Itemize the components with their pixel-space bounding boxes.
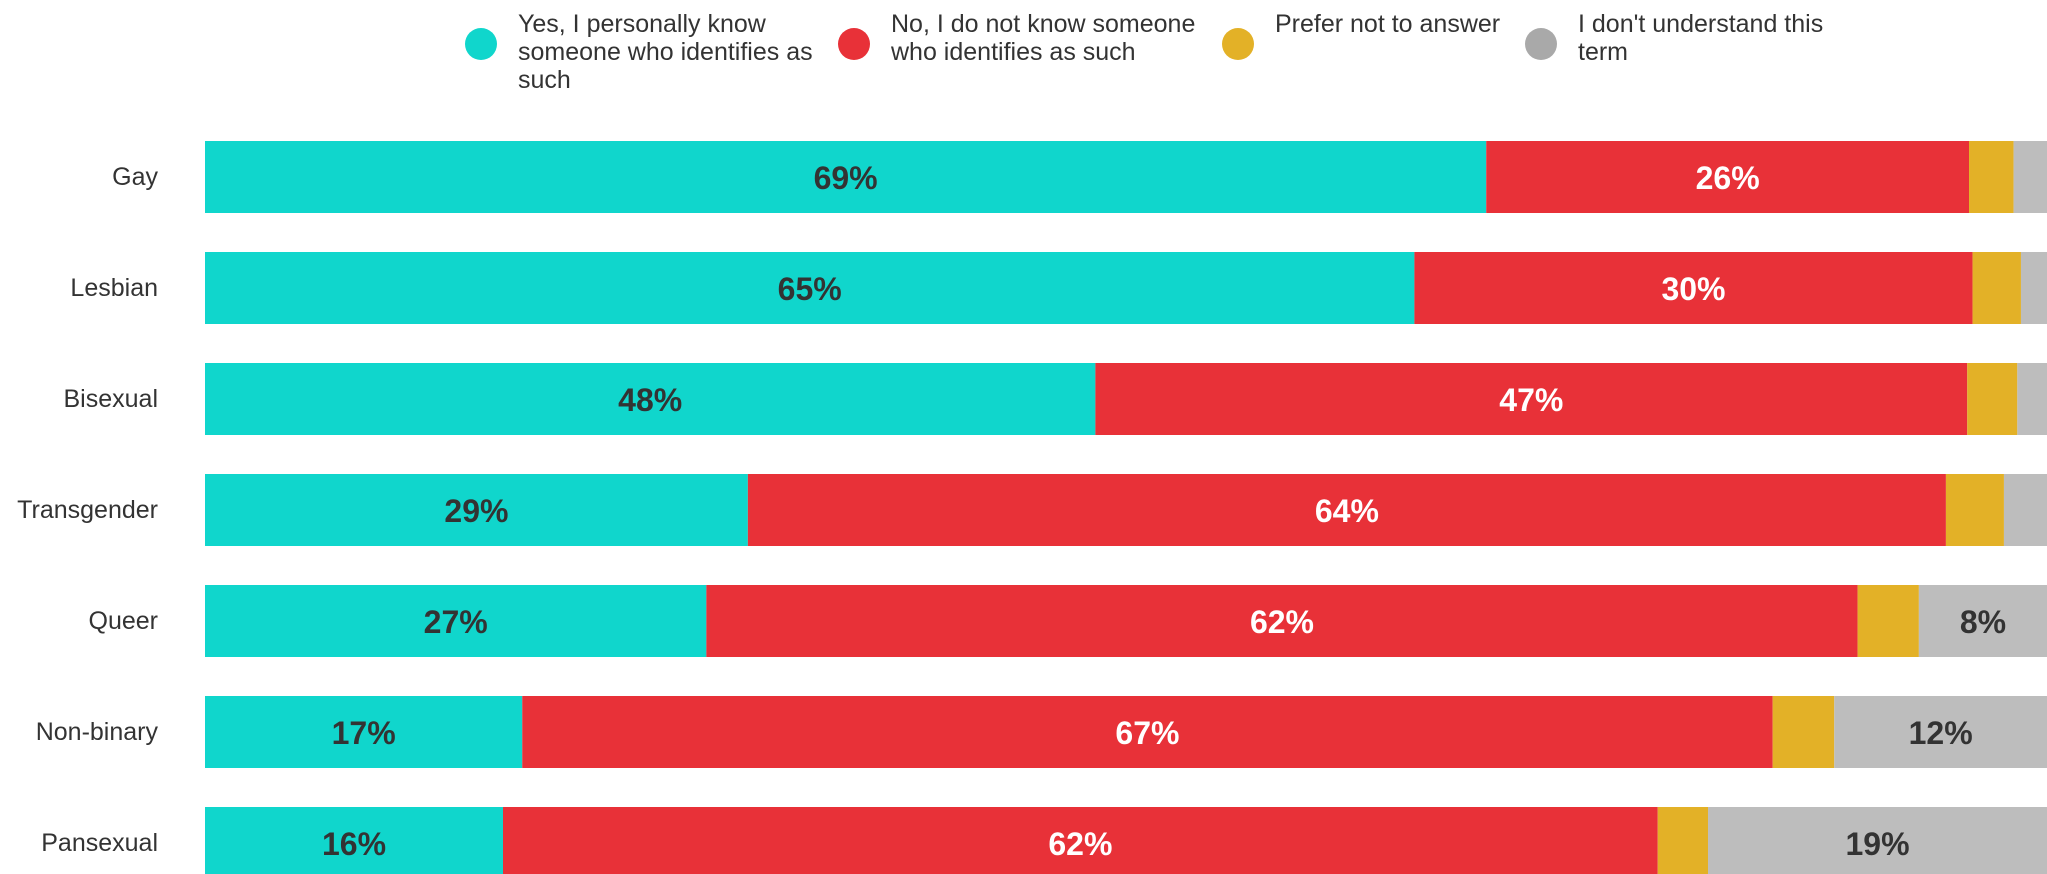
- bar-segment-transgender-prefer-not: [1945, 474, 2004, 546]
- category-label-gay: Gay: [112, 163, 158, 191]
- data-label-non-binary-no: 67%: [1115, 715, 1179, 751]
- category-label-non-binary: Non-binary: [36, 718, 159, 746]
- data-label-gay-no: 26%: [1696, 160, 1760, 196]
- data-label-bisexual-yes: 48%: [618, 382, 682, 418]
- data-label-transgender-yes: 29%: [444, 493, 508, 529]
- legend-swatch-prefer-not: [1222, 28, 1254, 60]
- category-label-pansexual: Pansexual: [41, 829, 158, 857]
- bar-segment-pansexual-no: [503, 807, 1658, 874]
- data-label-bisexual-no: 47%: [1499, 382, 1563, 418]
- bar-segment-lesbian-yes: [205, 252, 1415, 324]
- data-label-pansexual-yes: 16%: [322, 826, 386, 862]
- bar-segment-transgender-yes: [205, 474, 748, 546]
- data-label-queer-dont-understand: 8%: [1960, 604, 2006, 640]
- bar-segment-queer-dont-understand: [1918, 585, 2047, 657]
- category-label-transgender: Transgender: [17, 496, 158, 524]
- data-label-queer-no: 62%: [1250, 604, 1314, 640]
- bar-segment-transgender-dont-understand: [2003, 474, 2047, 546]
- category-label-queer: Queer: [89, 607, 158, 635]
- bar-segment-non-binary-yes: [205, 696, 523, 768]
- data-label-pansexual-no: 62%: [1048, 826, 1112, 862]
- bar-segment-bisexual-dont-understand: [2017, 363, 2047, 435]
- legend-swatch-yes: [465, 28, 497, 60]
- category-label-bisexual: Bisexual: [64, 385, 159, 413]
- data-label-queer-yes: 27%: [424, 604, 488, 640]
- bar-segment-gay-no: [1486, 141, 1970, 213]
- data-label-pansexual-dont-understand: 19%: [1845, 826, 1909, 862]
- bar-segment-queer-yes: [205, 585, 707, 657]
- legend-label-dont-understand: I don't understand this term: [1578, 10, 1824, 66]
- bar-segment-gay-yes: [205, 141, 1487, 213]
- bar-segment-bisexual-yes: [205, 363, 1096, 435]
- bar-segment-lesbian-prefer-not: [1972, 252, 2021, 324]
- legend-label-yes: Yes, I personally know someone who ident…: [518, 10, 813, 94]
- legend-swatch-no: [838, 28, 870, 60]
- bar-segment-non-binary-dont-understand: [1834, 696, 2047, 768]
- data-label-non-binary-yes: 17%: [332, 715, 396, 751]
- data-label-transgender-no: 64%: [1315, 493, 1379, 529]
- bar-segment-lesbian-no: [1414, 252, 1973, 324]
- bar-segment-bisexual-no: [1095, 363, 1968, 435]
- bar-segment-pansexual-yes: [205, 807, 503, 874]
- bar-segment-pansexual-prefer-not: [1657, 807, 1709, 874]
- data-label-non-binary-dont-understand: 12%: [1909, 715, 1973, 751]
- legend-label-prefer-not: Prefer not to answer: [1275, 10, 1501, 38]
- data-label-gay-yes: 69%: [814, 160, 878, 196]
- bar-segment-gay-dont-understand: [2013, 141, 2047, 213]
- legend-label-no: No, I do not know someone who identifies…: [891, 10, 1196, 66]
- data-label-lesbian-no: 30%: [1661, 271, 1725, 307]
- data-label-lesbian-yes: 65%: [778, 271, 842, 307]
- legend-swatch-dont-understand: [1525, 28, 1557, 60]
- bar-segment-bisexual-prefer-not: [1967, 363, 2018, 435]
- category-label-lesbian: Lesbian: [70, 274, 158, 302]
- bar-segment-queer-prefer-not: [1857, 585, 1919, 657]
- bar-segment-lesbian-dont-understand: [2020, 252, 2047, 324]
- bar-segment-pansexual-dont-understand: [1708, 807, 2047, 874]
- bar-segment-non-binary-no: [522, 696, 1773, 768]
- bar-segment-non-binary-prefer-not: [1772, 696, 1835, 768]
- bar-segment-gay-prefer-not: [1969, 141, 2014, 213]
- bar-segment-transgender-no: [747, 474, 1946, 546]
- bar-segment-queer-no: [706, 585, 1858, 657]
